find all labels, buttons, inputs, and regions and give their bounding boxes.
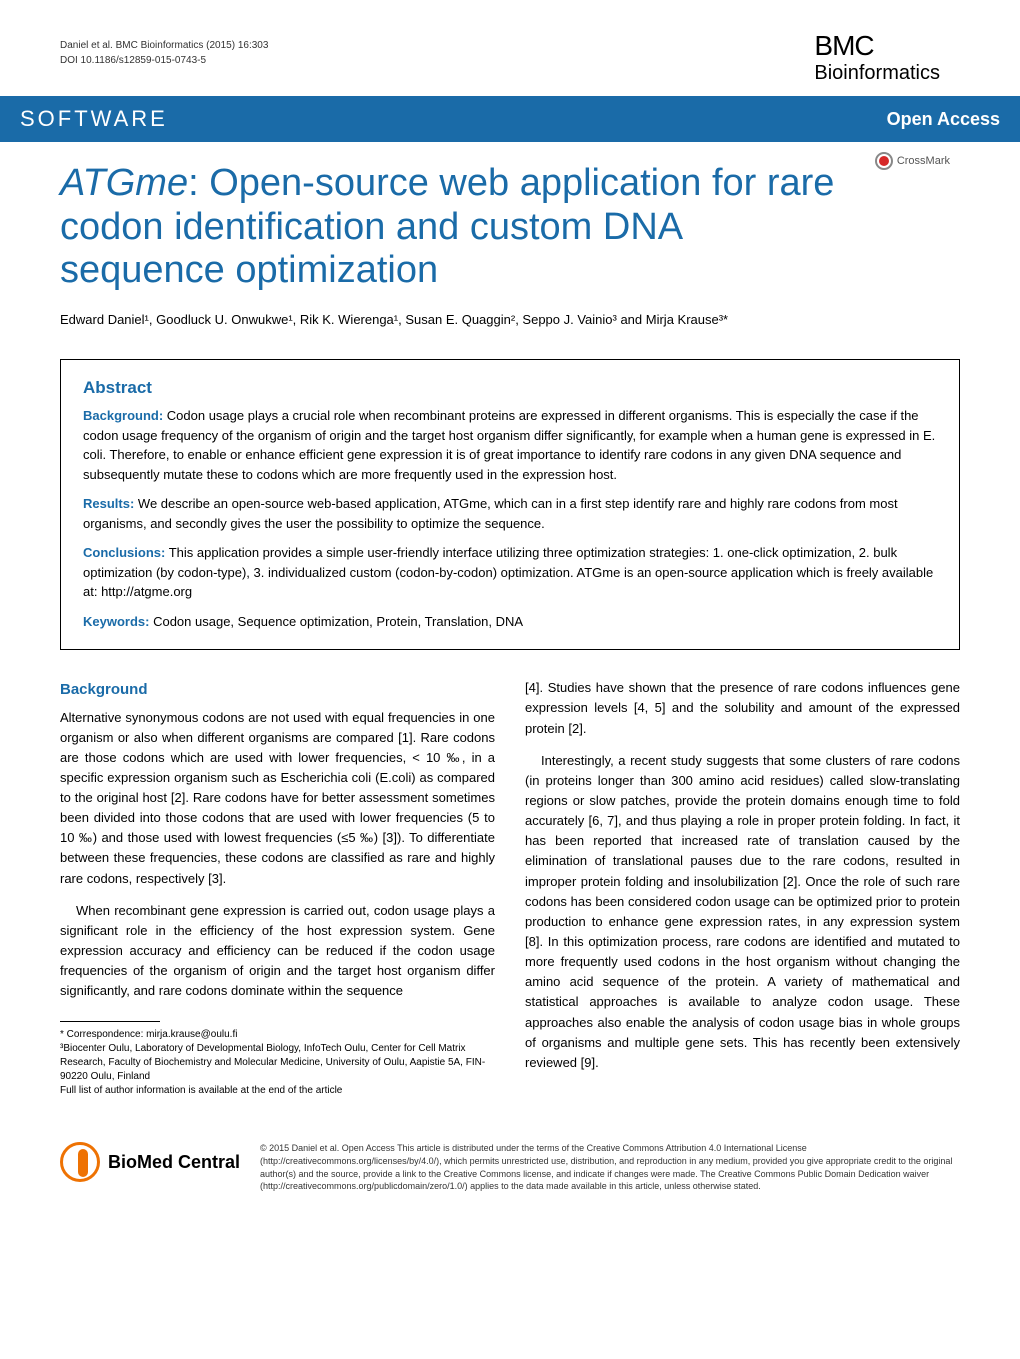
abstract-conclusions: Conclusions: This application provides a…: [83, 543, 937, 602]
banner-open-access: Open Access: [887, 109, 1000, 130]
abstract-keywords-text: Codon usage, Sequence optimization, Prot…: [149, 614, 523, 629]
logo-bioinformatics-text: Bioinformatics: [814, 62, 940, 85]
abstract-results: Results: We describe an open-source web-…: [83, 494, 937, 533]
authors-line: Edward Daniel¹, Goodluck U. Onwukwe¹, Ri…: [60, 311, 960, 329]
footer-block: BioMed Central © 2015 Daniel et al. Open…: [0, 1128, 1020, 1192]
banner-section-label: SOFTWARE: [20, 106, 168, 132]
abstract-conclusions-text: This application provides a simple user-…: [83, 545, 933, 599]
abstract-conclusions-label: Conclusions:: [83, 545, 165, 560]
biomed-central-logo: BioMed Central: [60, 1142, 240, 1182]
crossmark-icon: [875, 152, 893, 170]
logo-bmc-text: BMC: [814, 30, 940, 62]
article-title: ATGme: Open-source web application for r…: [60, 162, 960, 293]
right-paragraph-1: [4]. Studies have shown that the presenc…: [525, 678, 960, 738]
abstract-keywords-label: Keywords:: [83, 614, 149, 629]
abstract-background: Background: Codon usage plays a crucial …: [83, 406, 937, 484]
abstract-results-label: Results:: [83, 496, 134, 511]
footnote-separator: [60, 1021, 160, 1022]
abstract-background-label: Background:: [83, 408, 163, 423]
correspondence-footnote: * Correspondence: mirja.krause@oulu.fi: [60, 1028, 495, 1042]
license-text: © 2015 Daniel et al. Open Access This ar…: [260, 1142, 960, 1192]
fulllist-footnote: Full list of author information is avail…: [60, 1084, 495, 1098]
body-columns: Background Alternative synonymous codons…: [60, 678, 960, 1098]
crossmark-badge[interactable]: CrossMark: [875, 152, 950, 170]
abstract-box: Abstract Background: Codon usage plays a…: [60, 359, 960, 650]
abstract-background-text: Codon usage plays a crucial role when re…: [83, 408, 935, 482]
left-column: Background Alternative synonymous codons…: [60, 678, 495, 1098]
affiliation-footnote: ³Biocenter Oulu, Laboratory of Developme…: [60, 1042, 495, 1084]
biomed-text: BioMed Central: [108, 1152, 240, 1173]
crossmark-label: CrossMark: [897, 155, 950, 167]
journal-logo: BMC Bioinformatics: [814, 30, 940, 85]
background-heading: Background: [60, 678, 495, 701]
abstract-results-text: We describe an open-source web-based app…: [83, 496, 898, 531]
right-paragraph-2: Interestingly, a recent study suggests t…: [525, 751, 960, 1073]
abstract-keywords: Keywords: Codon usage, Sequence optimiza…: [83, 612, 937, 632]
section-banner: SOFTWARE Open Access: [0, 96, 1020, 142]
biomed-circle-icon: [60, 1142, 100, 1182]
right-column: [4]. Studies have shown that the presenc…: [525, 678, 960, 1098]
left-paragraph-1: Alternative synonymous codons are not us…: [60, 708, 495, 889]
left-paragraph-2: When recombinant gene expression is carr…: [60, 901, 495, 1002]
abstract-heading: Abstract: [83, 378, 937, 398]
title-italic-part: ATGme: [60, 162, 188, 204]
